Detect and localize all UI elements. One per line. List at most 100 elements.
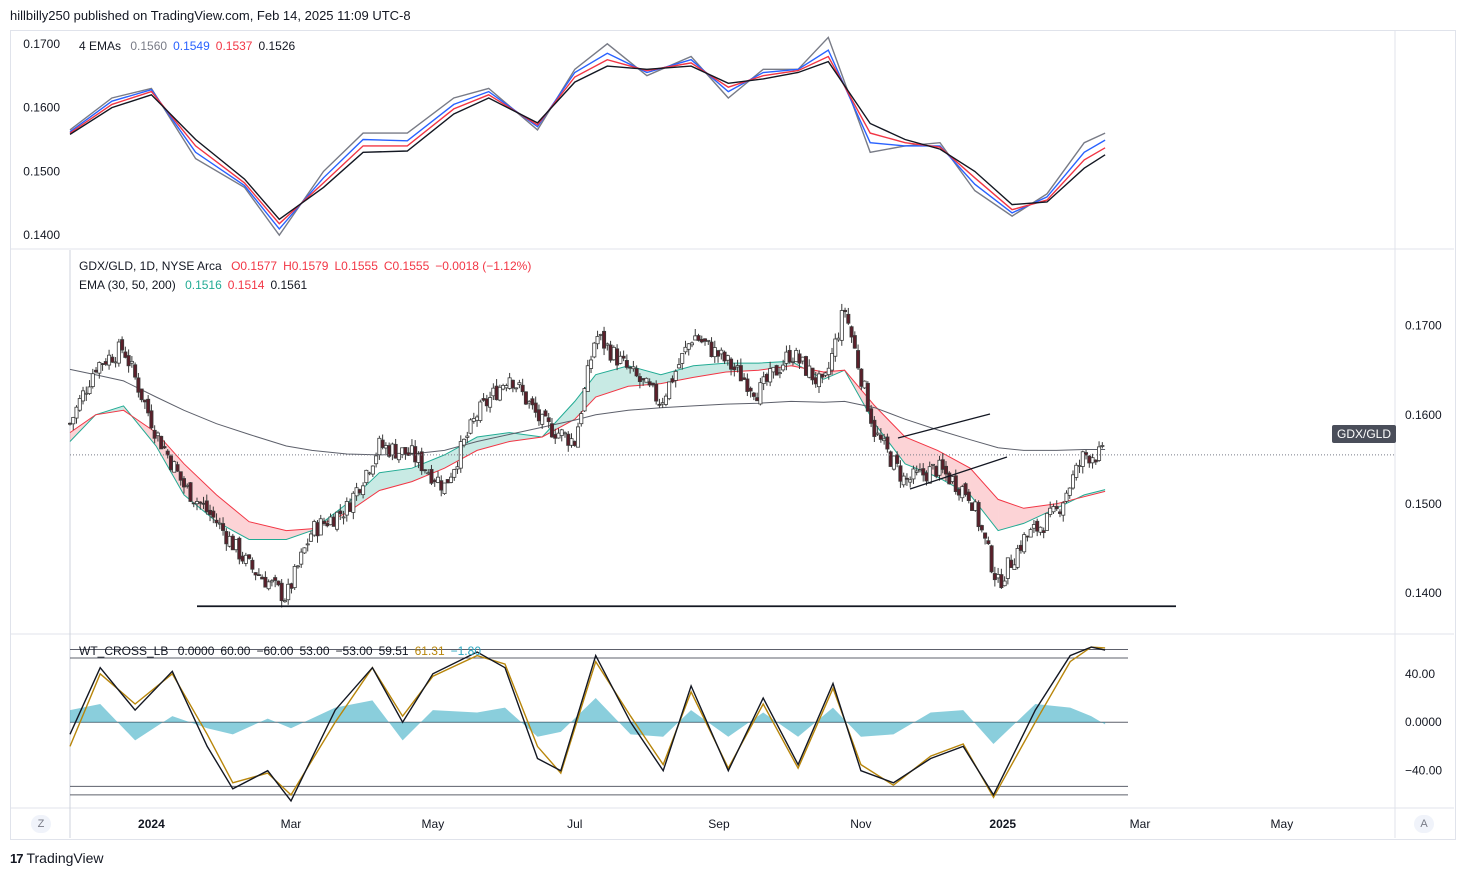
- wedge-upper-line: [897, 413, 991, 439]
- candle-body: [84, 392, 89, 395]
- candle-body: [595, 336, 600, 345]
- ema-line: [69, 36, 1106, 237]
- ema-legend-value-1: 0.1549: [173, 39, 210, 53]
- candle-body: [546, 417, 551, 423]
- candle-body: [803, 356, 808, 376]
- candle-body: [579, 413, 584, 425]
- candle-body: [960, 486, 965, 499]
- candle-body: [992, 573, 997, 581]
- candle-body: [869, 408, 874, 424]
- candle-body: [1067, 487, 1072, 496]
- tradingview-logo-icon: 17: [10, 850, 24, 866]
- auto-scale-button-left[interactable]: Z: [31, 815, 51, 833]
- candle-body: [777, 372, 782, 375]
- candle-body: [983, 532, 988, 539]
- candle-body: [621, 355, 626, 359]
- candle-body: [533, 402, 538, 413]
- candle-body: [800, 356, 805, 362]
- candle-body: [87, 386, 92, 394]
- ohlc-value-1: H0.1579: [283, 259, 329, 273]
- candle-body: [634, 368, 639, 377]
- ema3-legend: EMA (30, 50, 200) 0.1516 0.1514 0.1561: [79, 278, 313, 292]
- ema3-value-0: 0.1516: [185, 278, 222, 292]
- candle-body: [426, 472, 431, 475]
- candle-body: [670, 378, 675, 383]
- candle-body: [657, 403, 662, 406]
- candle-body: [295, 565, 300, 568]
- candle-body: [341, 516, 346, 519]
- candle-body: [168, 455, 173, 471]
- candle-body: [696, 335, 701, 341]
- ema3-label: EMA (30, 50, 200): [79, 278, 176, 292]
- candle-body: [592, 342, 597, 358]
- ema-legend-title: 4 EMAs: [79, 39, 122, 53]
- candle-body: [559, 429, 564, 436]
- candle-body: [364, 469, 369, 484]
- candle-body: [250, 559, 255, 570]
- candle-body: [817, 373, 822, 388]
- candle-body: [237, 537, 242, 560]
- candle-body: [266, 581, 271, 590]
- candle-body: [569, 438, 574, 446]
- tradingview-logo[interactable]: 17 TradingView: [10, 850, 104, 866]
- candle-body: [1005, 557, 1010, 579]
- candle-body: [188, 482, 193, 502]
- candle-body: [667, 381, 672, 400]
- candle-body: [162, 446, 167, 449]
- candle-body: [478, 401, 483, 421]
- candle-body: [1090, 457, 1095, 464]
- candle-body: [631, 366, 636, 370]
- candle-body: [116, 341, 121, 364]
- wt-cross-legend: WT_CROSS_LB 0.0000 60.00 −60.00 53.00 −53.00…: [79, 644, 487, 658]
- candle-body: [406, 452, 411, 456]
- candle-body: [794, 349, 799, 363]
- candle-body: [481, 398, 486, 401]
- candle-body: [663, 395, 668, 405]
- candle-body: [240, 555, 245, 562]
- candle-body: [68, 422, 73, 425]
- candle-body: [605, 343, 610, 346]
- candle-body: [966, 491, 971, 501]
- ema-ribbon-segment: [1023, 503, 1057, 524]
- candle-body: [217, 522, 222, 525]
- candle-body: [178, 471, 183, 481]
- x-axis-tick-label: Jul: [567, 817, 582, 831]
- ema-line: [69, 60, 1106, 221]
- candle-body: [1051, 506, 1056, 513]
- ema-pane-y-tick: 0.1500: [23, 164, 60, 178]
- candle-body: [1093, 459, 1098, 463]
- main-pane-y-tick: 0.1500: [1405, 497, 1442, 511]
- candle-body: [1048, 507, 1053, 515]
- candle-body: [374, 455, 379, 465]
- auto-scale-button-right[interactable]: A: [1414, 815, 1434, 833]
- candle-body: [536, 409, 541, 422]
- candle-body: [901, 475, 906, 486]
- candle-body: [527, 401, 532, 404]
- candle-body: [908, 479, 913, 483]
- candle-body: [748, 387, 753, 392]
- candle-body: [970, 502, 975, 511]
- candle-body: [576, 426, 581, 448]
- candle-body: [1015, 548, 1020, 568]
- candle-body: [497, 386, 502, 401]
- symbol-line: GDX/GLD, 1D, NYSE Arca: [79, 259, 222, 273]
- candle-body: [849, 326, 854, 338]
- candle-body: [1044, 512, 1049, 531]
- candle-body: [243, 554, 248, 564]
- candle-body: [937, 459, 942, 476]
- candle-body: [224, 531, 229, 545]
- candle-body: [514, 387, 519, 390]
- candle-body: [175, 464, 180, 472]
- candle-body: [732, 366, 737, 371]
- candle-body: [370, 465, 375, 475]
- candle-body: [1084, 452, 1089, 456]
- candle-body: [273, 577, 278, 581]
- candle-body: [504, 385, 509, 389]
- candle-body: [129, 360, 134, 364]
- ohlc-value-3: C0.1555: [383, 259, 430, 273]
- candle-body: [706, 339, 711, 342]
- ohlc-value-0: O0.1577: [231, 259, 278, 273]
- candle-body: [823, 372, 828, 376]
- main-pane-y-tick: 0.1400: [1405, 586, 1442, 600]
